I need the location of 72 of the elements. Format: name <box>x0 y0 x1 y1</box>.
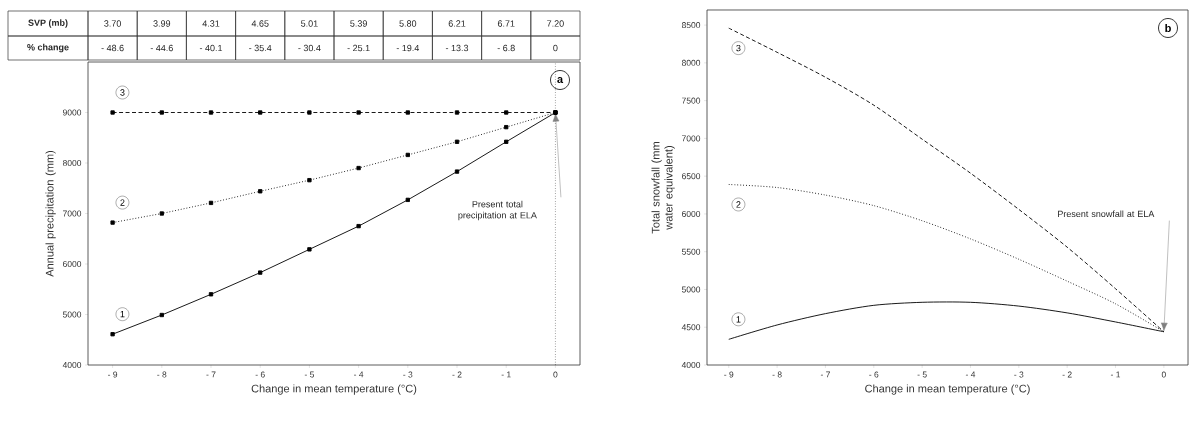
y-tick-label: 5000 <box>62 311 82 318</box>
x-tick-label: - 8 <box>772 371 782 378</box>
text: - 19.4 <box>396 44 420 52</box>
x-tick-label: 0 <box>1161 371 1166 378</box>
series-label: 3 <box>120 89 125 96</box>
x-axis-title: Change in mean temperature (°C) <box>865 384 1030 395</box>
x-tick-label: - 6 <box>255 371 265 378</box>
x-tick-label: - 3 <box>403 371 413 378</box>
y-tick-label: 5000 <box>681 286 701 293</box>
x-tick-label: - 3 <box>1014 371 1024 378</box>
y-tick-label: 8000 <box>62 159 82 167</box>
text: 4.31 <box>202 20 220 27</box>
text: 5.80 <box>399 20 417 27</box>
y-tick-label: 8000 <box>681 59 701 66</box>
annotation: Present total precipitation at ELA <box>458 200 537 221</box>
x-tick-label: - 2 <box>1062 371 1072 378</box>
y-tick-label: 6000 <box>63 260 82 268</box>
text: 5.39 <box>350 20 367 27</box>
x-tick-label: - 1 <box>1110 371 1121 378</box>
y-axis-title: Total snowfall (mm water equivalent) <box>651 142 675 234</box>
text: - 6.8 <box>497 44 515 52</box>
y-axis-title: Annual precipitation (mm) <box>45 150 56 277</box>
series-label: 2 <box>736 201 741 208</box>
text: 6.21 <box>448 20 466 27</box>
x-tick-label: - 4 <box>354 371 364 378</box>
text: 0 <box>553 44 558 52</box>
text: - 40.1 <box>199 44 223 52</box>
text: 4.65 <box>251 20 269 27</box>
series-label: 3 <box>736 44 741 52</box>
y-tick-label: 7500 <box>682 97 701 104</box>
text: SVP (mb) <box>28 19 68 28</box>
y-tick-label: 6000 <box>682 210 701 217</box>
text: % change <box>27 43 69 53</box>
y-tick-label: 4500 <box>681 324 701 331</box>
x-axis-title: Change in mean temperature (°C) <box>251 384 417 395</box>
series-label: 1 <box>736 316 741 323</box>
text: 3.70 <box>104 20 122 27</box>
x-tick-label: - 9 <box>724 371 734 378</box>
x-tick-label: - 2 <box>452 371 462 378</box>
y-tick-label: 4000 <box>681 361 701 368</box>
series-label: 2 <box>120 199 125 206</box>
annotation: b <box>1165 23 1171 33</box>
text: - 35.4 <box>249 44 272 52</box>
y-tick-label: 7000 <box>63 210 82 217</box>
text: 7.20 <box>547 20 564 27</box>
y-tick-label: 7000 <box>682 135 701 142</box>
y-tick-label: 6500 <box>682 173 701 180</box>
y-tick-label: 9000 <box>62 109 82 116</box>
series-label: 1 <box>120 311 125 318</box>
text: 5.01 <box>301 20 318 27</box>
x-tick-label: - 4 <box>965 371 976 378</box>
x-tick-label: - 7 <box>206 371 216 378</box>
x-tick-label: - 1 <box>501 371 511 378</box>
text: - 48.6 <box>101 44 124 52</box>
text: - 13.3 <box>445 44 469 52</box>
text: 3.99 <box>153 20 171 27</box>
y-tick-label: 5500 <box>681 248 701 255</box>
x-tick-label: - 8 <box>157 371 167 378</box>
annotation: Present snowfall at ELA <box>1058 210 1155 218</box>
text: - 30.4 <box>298 44 321 52</box>
y-tick-label: 8500 <box>681 22 701 29</box>
x-tick-label: - 9 <box>108 371 118 378</box>
annotation: a <box>557 76 564 84</box>
x-tick-label: - 7 <box>820 371 830 378</box>
x-tick-label: - 5 <box>304 371 315 378</box>
x-tick-label: 0 <box>553 371 558 378</box>
text: - 44.6 <box>150 44 173 52</box>
text: - 25.1 <box>347 44 370 52</box>
x-tick-label: - 5 <box>917 371 927 378</box>
y-tick-label: 4000 <box>62 361 82 368</box>
text: 6.71 <box>497 20 515 27</box>
x-tick-label: - 6 <box>869 371 879 378</box>
